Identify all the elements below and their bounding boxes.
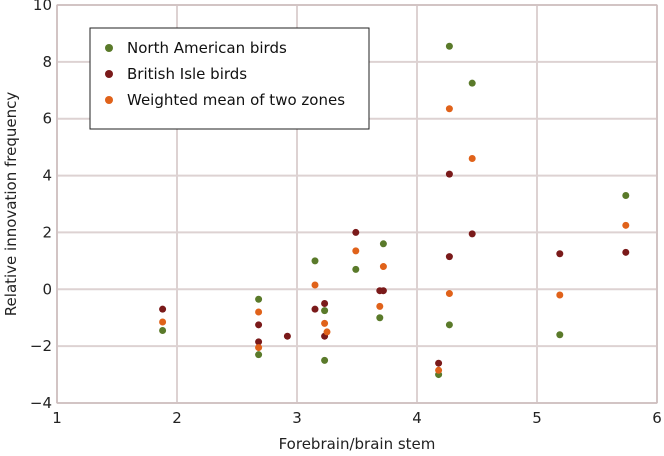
series-1 <box>159 42 630 379</box>
legend-marker <box>105 44 113 52</box>
data-point <box>159 327 167 335</box>
data-point <box>622 191 630 199</box>
data-point <box>255 321 263 329</box>
y-tick-label: 2 <box>42 223 52 241</box>
data-point <box>445 253 453 261</box>
data-point <box>255 351 263 359</box>
data-point <box>445 170 453 178</box>
data-point <box>622 248 630 256</box>
data-point <box>352 265 360 273</box>
data-point <box>321 300 329 307</box>
x-tick-label: 4 <box>412 409 422 427</box>
x-tick-label: 5 <box>532 409 542 427</box>
data-point <box>435 359 443 367</box>
data-point <box>468 155 476 163</box>
legend-label: British Isle birds <box>127 65 247 83</box>
y-tick-label: −4 <box>30 394 52 412</box>
legend: North American birds British Isle birds We… <box>89 27 370 130</box>
x-axis-ticks: 1 2 3 4 5 6 <box>52 409 662 427</box>
data-point <box>379 287 387 295</box>
x-tick-label: 6 <box>652 409 662 427</box>
data-point <box>321 356 329 364</box>
data-point <box>376 314 384 322</box>
legend-marker <box>105 96 113 104</box>
data-point <box>556 250 564 258</box>
data-point <box>311 305 319 313</box>
x-tick-label: 2 <box>172 409 182 427</box>
x-axis-label: Forebrain/brain stem <box>279 435 436 453</box>
y-axis-ticks: −4 −2 0 2 4 6 8 10 <box>30 0 52 412</box>
data-point <box>255 308 263 316</box>
data-point <box>255 338 263 346</box>
data-point <box>352 247 360 255</box>
data-points <box>159 42 630 379</box>
plot-frame <box>56 4 658 404</box>
data-point <box>622 221 630 229</box>
y-tick-label: −2 <box>30 337 52 355</box>
data-point <box>321 307 329 315</box>
y-tick-label: 4 <box>42 167 52 185</box>
x-tick-label: 1 <box>52 409 62 427</box>
data-point <box>445 321 453 329</box>
data-point <box>445 290 453 298</box>
data-point <box>255 295 263 303</box>
data-point <box>323 328 331 336</box>
data-point <box>159 305 167 313</box>
series-2 <box>159 170 630 367</box>
data-point <box>376 302 384 310</box>
legend-box <box>89 27 370 130</box>
legend-label: North American birds <box>127 39 287 57</box>
y-tick-label: 6 <box>42 110 52 128</box>
data-point <box>445 105 453 113</box>
legend-label: Weighted mean of two zones <box>127 91 345 109</box>
data-point <box>283 332 291 340</box>
series-3 <box>159 105 630 374</box>
data-point <box>556 291 564 299</box>
data-point <box>255 344 263 352</box>
data-point <box>321 319 329 327</box>
data-point <box>556 331 564 339</box>
y-axis-label: Relative innovation frequency <box>2 92 20 317</box>
data-point <box>159 318 167 326</box>
y-tick-label: 8 <box>42 53 52 71</box>
x-tick-label: 3 <box>292 409 302 427</box>
legend-marker <box>105 70 113 78</box>
data-point <box>468 79 476 87</box>
data-point <box>352 228 360 236</box>
y-tick-label: 10 <box>33 0 52 14</box>
data-point <box>445 42 453 50</box>
data-point <box>435 366 443 374</box>
data-point <box>379 263 387 271</box>
data-point <box>379 240 387 248</box>
data-point <box>311 257 319 265</box>
y-tick-label: 0 <box>42 280 52 298</box>
data-point <box>311 281 319 289</box>
data-point <box>468 230 476 238</box>
